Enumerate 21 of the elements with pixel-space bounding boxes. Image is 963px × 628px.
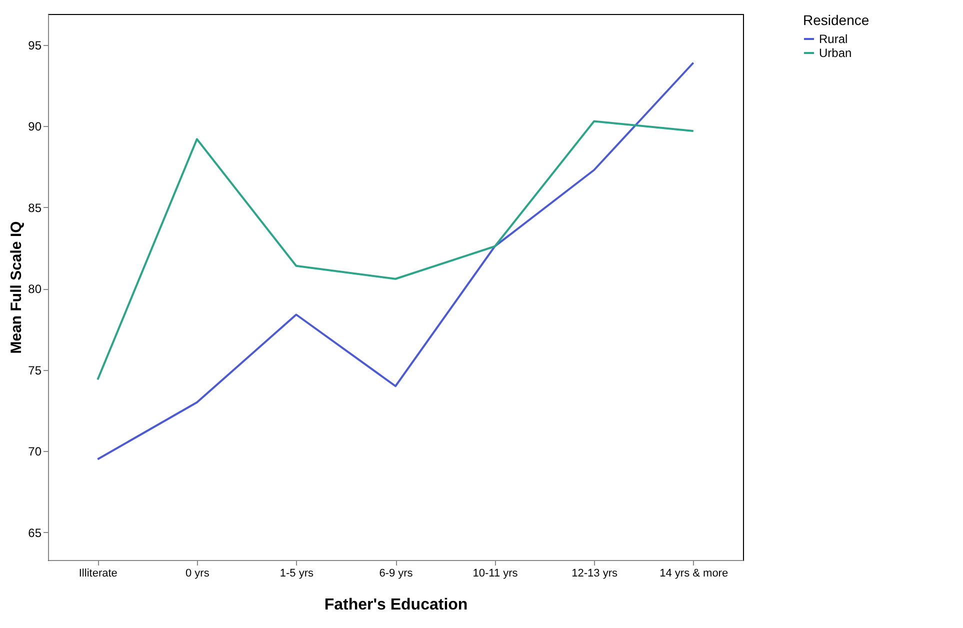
line-series [96,62,694,460]
y-tick-label: 65 [28,526,42,540]
y-tick-label: 70 [28,444,42,459]
x-tick-label: Illiterate [78,568,118,580]
x-tick-label: 10-11 yrs [472,568,518,580]
legend-label: Rural [819,32,848,46]
x-tick-label: 0 yrs [186,568,210,580]
legend-label: Urban [819,46,852,60]
x-axis-title: Father's Education [324,596,468,614]
x-tick-label: 14 yrs & more [660,568,728,580]
y-tick-label: 75 [28,363,42,378]
y-tick-label: 95 [28,38,42,52]
y-tick-label: 90 [28,120,42,134]
legend-title: Residence [803,12,870,28]
x-tick-label: 6-9 yrs [379,568,414,580]
x-tick-label: 12-13 yrs [572,568,618,580]
y-tick-label: 80 [28,282,42,296]
y-tick-label: 85 [28,200,42,215]
x-tick-label: 1-5 yrs [280,568,314,580]
line-series [96,120,694,381]
y-axis-title: Mean Full Scale IQ [8,220,26,354]
